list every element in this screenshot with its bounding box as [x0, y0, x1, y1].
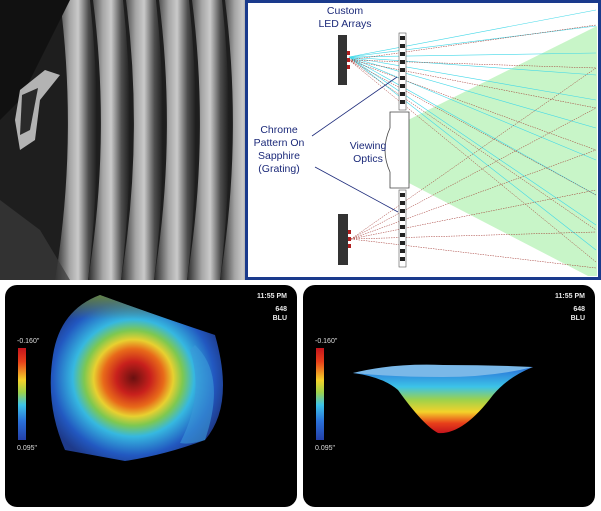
- red-ray: [350, 238, 597, 269]
- cyan-ray: [348, 25, 597, 58]
- grating-mark: [400, 257, 405, 261]
- optics-label-line: Viewing: [349, 140, 387, 152]
- led-bottom-2: [348, 237, 351, 241]
- ridge: [187, 0, 230, 280]
- grating-mark: [400, 92, 405, 96]
- cyan-ray: [348, 56, 597, 129]
- ridge: [121, 0, 164, 280]
- led-array-bottom: [338, 214, 348, 265]
- pointer-arrow-bottom: [314, 166, 399, 213]
- grating-mark: [400, 84, 405, 88]
- scan-id: 648: [573, 306, 585, 313]
- depth-map-image: [50, 295, 223, 461]
- led-label-line: LED Arrays: [318, 18, 372, 30]
- cyan-ray: [348, 56, 597, 226]
- timestamp: 11:55 PM: [257, 293, 287, 300]
- grating-label-line: Pattern On: [253, 137, 305, 149]
- grating-label-line: Sapphire: [257, 150, 301, 162]
- grating-mark: [400, 209, 405, 213]
- led-top-1: [347, 51, 350, 55]
- ridge: [88, 0, 131, 280]
- led-label-line: Custom: [326, 5, 364, 17]
- ridge: [55, 0, 98, 280]
- grating-mark: [400, 217, 405, 221]
- cyan-ray: [348, 52, 597, 58]
- grating-mark: [400, 193, 405, 197]
- led-arrays-label: Custom LED Arrays: [300, 5, 390, 31]
- color-scale-bar: [18, 348, 26, 440]
- grating-mark: [400, 233, 405, 237]
- scale-max-label: -0.160": [17, 338, 40, 345]
- grating-mark: [400, 249, 405, 253]
- cyan-ray: [348, 56, 597, 196]
- surface-photo: [0, 0, 245, 280]
- optics-diagram-svg: [245, 0, 601, 280]
- cyan-ray: [348, 9, 597, 58]
- cyan-ray: [348, 56, 597, 251]
- scan-mode: BLU: [272, 315, 287, 322]
- led-array-top: [338, 35, 347, 85]
- grating-mark: [400, 100, 405, 104]
- scale-max-label: -0.160": [315, 338, 338, 345]
- grating-mark: [400, 36, 405, 40]
- scan-id: 648: [275, 306, 287, 313]
- red-ray: [348, 59, 597, 109]
- red-ray: [350, 107, 597, 240]
- red-ray: [348, 59, 597, 196]
- led-top-3: [347, 65, 350, 69]
- grating-mark: [400, 225, 405, 229]
- cyan-ray: [348, 56, 597, 161]
- color-scale-bar: [316, 348, 324, 440]
- scan-mode: BLU: [570, 315, 585, 322]
- led-bottom-3: [348, 244, 351, 248]
- grating-mark: [400, 76, 405, 80]
- grating-mark: [400, 60, 405, 64]
- depth-scan-side-view: 11:55 PM 648 BLU -0.160" 0.095": [303, 285, 595, 507]
- grating-mark: [400, 241, 405, 245]
- pointer-arrow-top: [311, 76, 398, 137]
- scale-min-label: 0.095": [315, 445, 336, 452]
- optics-diagram: Custom LED Arrays Chrome Pattern On Sapp…: [245, 0, 601, 280]
- red-ray: [348, 59, 597, 263]
- depth-scan-top-view: 11:55 PM 648 BLU -0.160" 0.095": [5, 285, 297, 507]
- red-ray: [350, 67, 597, 240]
- grating-mark: [400, 52, 405, 56]
- grating-top: [398, 32, 407, 111]
- grating-bottom: [398, 189, 407, 268]
- led-bottom-1: [348, 230, 351, 234]
- grating-mark: [400, 44, 405, 48]
- red-ray: [350, 189, 597, 240]
- red-ray: [350, 231, 597, 240]
- surface-photo-image: [0, 0, 245, 280]
- red-ray: [348, 24, 597, 61]
- grating-mark: [400, 68, 405, 72]
- led-top-2: [347, 58, 350, 62]
- grating-label-line: Chrome: [260, 124, 298, 136]
- red-ray: [350, 149, 597, 240]
- viewing-optics-lens: [384, 111, 410, 189]
- cyan-ray: [348, 56, 597, 76]
- light-rays: [348, 9, 597, 269]
- cyan-ray: [348, 56, 597, 101]
- scale-min-label: 0.095": [17, 445, 38, 452]
- grating-label: Chrome Pattern On Sapphire (Grating): [247, 124, 311, 176]
- depth-profile-image: [353, 364, 533, 434]
- optics-label-line: Optics: [353, 153, 383, 165]
- red-ray: [348, 59, 597, 151]
- timestamp: 11:55 PM: [555, 293, 585, 300]
- ridge: [154, 0, 197, 280]
- viewing-optics-label: Viewing Optics: [343, 140, 393, 166]
- grating-mark: [400, 201, 405, 205]
- ridge: [220, 0, 245, 280]
- grating-label-line: (Grating): [258, 163, 300, 175]
- viewing-field: [392, 26, 597, 276]
- red-ray: [348, 59, 597, 69]
